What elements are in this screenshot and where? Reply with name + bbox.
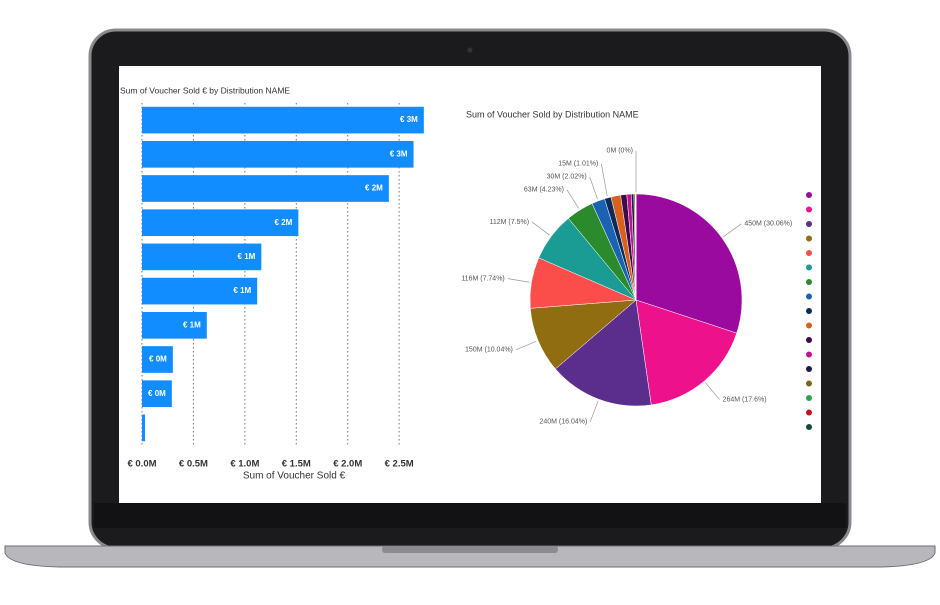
legend-marker <box>806 308 812 314</box>
bar <box>142 141 414 168</box>
legend-marker <box>806 294 812 300</box>
data-label: € 2M <box>275 218 293 227</box>
legend-marker <box>806 337 812 343</box>
x-tick-label: € 0.5M <box>179 459 208 470</box>
bar <box>142 415 145 442</box>
camera <box>468 48 473 53</box>
legend-marker <box>806 207 812 213</box>
data-label: € 3M <box>400 115 418 124</box>
data-label: € 3M <box>390 149 408 158</box>
data-label: 63M (4.23%) <box>524 187 564 194</box>
legend-marker <box>806 410 812 416</box>
legend-marker <box>806 381 812 387</box>
data-label: € 1M <box>233 286 251 295</box>
legend-marker <box>806 366 812 372</box>
legend-marker <box>806 236 812 242</box>
legend-marker <box>806 221 812 227</box>
legend-marker <box>806 395 812 401</box>
legend-marker <box>806 323 812 329</box>
data-label: € 1M <box>183 320 201 329</box>
bar <box>142 175 389 202</box>
data-label: € 1M <box>238 252 256 261</box>
x-tick-label: € 2.0M <box>333 459 362 470</box>
bar <box>142 107 424 134</box>
data-label: 264M (17.6%) <box>723 396 767 403</box>
x-tick-label: € 2.5M <box>385 459 414 470</box>
data-label: € 0M <box>149 355 167 364</box>
bar-chart-title: Sum of Voucher Sold € by Distribution NA… <box>120 85 290 95</box>
legend-marker <box>806 279 812 285</box>
data-label: 240M (16.04%) <box>539 419 587 426</box>
legend-marker <box>806 424 812 430</box>
pie-chart-title: Sum of Voucher Sold by Distribution NAME <box>466 109 639 119</box>
data-label: 116M (7.74%) <box>461 275 504 282</box>
screen-chin <box>94 503 846 528</box>
data-label: € 2M <box>365 184 383 193</box>
x-tick-label: € 1.5M <box>282 459 311 470</box>
x-axis-title: Sum of Voucher Sold € <box>243 471 346 482</box>
legend-marker <box>806 265 812 271</box>
data-label: 150M (10.04%) <box>465 347 513 354</box>
data-label: € 0M <box>148 389 166 398</box>
legend-marker <box>806 352 812 358</box>
legend-marker <box>806 250 812 256</box>
x-tick-label: € 0.0M <box>127 459 156 470</box>
data-label: 112M (7.5%) <box>489 219 529 226</box>
laptop-notch <box>382 546 558 553</box>
data-label: 450M (30.06%) <box>744 221 792 228</box>
x-tick-label: € 1.0M <box>230 459 259 470</box>
data-label: 30M (2.02%) <box>547 174 587 181</box>
legend-marker <box>806 192 812 198</box>
data-label: 15M (1.01%) <box>558 161 598 168</box>
data-label: 0M (0%) <box>607 148 633 155</box>
